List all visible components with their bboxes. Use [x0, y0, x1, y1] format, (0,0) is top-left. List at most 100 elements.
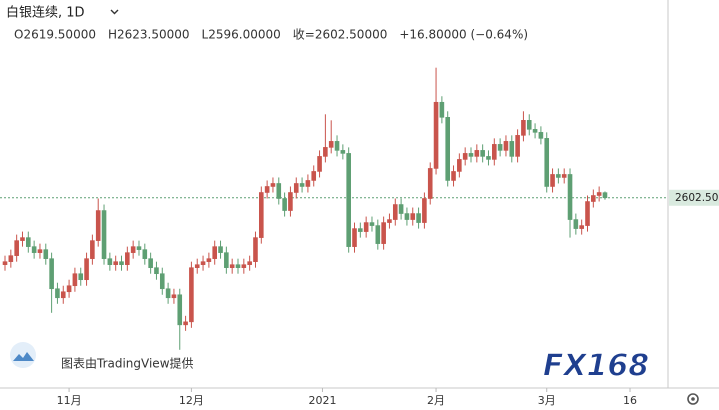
- candle-body: [410, 213, 416, 220]
- candle-body: [462, 153, 468, 160]
- candle-body: [509, 141, 515, 157]
- x-tick-label: 11月: [57, 394, 82, 407]
- legend-item: H2623.50000: [108, 28, 190, 42]
- legend-item: L2596.00000: [202, 28, 281, 42]
- candle-body: [433, 101, 439, 169]
- candle-body: [532, 129, 538, 133]
- candle-body: [2, 261, 8, 265]
- candle-body: [352, 228, 357, 247]
- last-price-box: [669, 189, 719, 206]
- candle-body: [567, 174, 573, 220]
- candle-body: [561, 174, 567, 178]
- candle-body: [445, 117, 451, 181]
- candle-body: [206, 258, 212, 262]
- candle-body: [229, 264, 235, 268]
- candle-body: [259, 192, 264, 238]
- candle-body: [602, 192, 608, 199]
- watermark: 图表由TradingView提供: [61, 356, 194, 371]
- candle-body: [451, 171, 456, 181]
- candle-body: [404, 213, 410, 220]
- candle-body: [107, 258, 113, 265]
- title-chevron[interactable]: [110, 9, 119, 15]
- candle-body: [253, 237, 258, 262]
- candle-body: [538, 132, 544, 139]
- candle-body: [200, 261, 206, 265]
- logo: FX168: [543, 349, 649, 384]
- badge-icon-bg: [10, 342, 36, 368]
- candle-body: [55, 288, 60, 299]
- candle-body: [544, 138, 550, 187]
- candle-body: [503, 141, 509, 151]
- chart-title: 白银连续, 1D: [6, 5, 85, 21]
- candle-body: [340, 150, 346, 154]
- plot-area: [0, 67, 668, 350]
- candle-body: [526, 120, 532, 130]
- candle-body: [550, 174, 555, 187]
- legend-item: O2619.50000: [14, 28, 96, 42]
- candle-body: [422, 198, 427, 223]
- candle-body: [49, 258, 54, 290]
- candle-body: [311, 171, 317, 181]
- candle-body: [416, 213, 421, 223]
- candle-body: [177, 294, 183, 326]
- candle-body: [497, 144, 503, 151]
- candle-body: [387, 219, 392, 223]
- candle-body: [427, 168, 433, 199]
- candle-body: [270, 183, 276, 187]
- candle-body: [142, 249, 148, 259]
- candle-body: [72, 273, 78, 287]
- last-price-label: 2602.50: [675, 192, 718, 204]
- candle-body: [159, 273, 165, 290]
- candle-body: [363, 222, 369, 232]
- candle-body: [375, 225, 381, 244]
- candle-body: [585, 201, 590, 226]
- candle-body: [521, 120, 526, 136]
- legend-item: 收=2602.50000: [293, 28, 388, 42]
- candle-body: [328, 141, 334, 148]
- candle-body: [60, 291, 66, 299]
- candle-body: [148, 258, 153, 268]
- x-tick-label: 3月: [538, 394, 556, 407]
- ohlc-legend: O2619.50000 H2623.50000 L2596.00000 收=2602.…: [14, 28, 528, 42]
- candle-body: [468, 153, 474, 157]
- x-tick-label: 12月: [179, 394, 204, 407]
- candle-body: [492, 144, 497, 160]
- candle-body: [37, 249, 43, 253]
- candle-body: [95, 210, 101, 241]
- gear-hub[interactable]: [691, 397, 695, 401]
- candle-body: [276, 183, 282, 199]
- candle-body: [194, 264, 200, 268]
- candle-body: [596, 192, 602, 196]
- legend-item: +16.80000 (−0.64%): [399, 28, 528, 42]
- candle-body: [474, 150, 480, 157]
- candle-body: [119, 261, 124, 265]
- settings-gear[interactable]: [687, 393, 699, 405]
- candle-body: [305, 180, 311, 187]
- candle-body: [31, 246, 37, 253]
- candle-body: [8, 255, 14, 262]
- candle-body: [381, 222, 386, 244]
- candle-body: [573, 219, 579, 229]
- candle-body: [78, 273, 84, 281]
- candle-body: [334, 141, 340, 151]
- candle-body: [282, 198, 287, 211]
- candle-body: [235, 264, 241, 268]
- candle-body: [20, 237, 25, 241]
- candle-body: [43, 249, 49, 259]
- candle-body: [480, 150, 485, 157]
- candle-body: [457, 159, 462, 172]
- x-tick-label: 2月: [427, 394, 445, 407]
- candle-body: [125, 252, 130, 265]
- candle-body: [26, 237, 31, 247]
- candle-body: [299, 183, 305, 187]
- candle-body: [293, 183, 299, 193]
- candle-body: [398, 204, 404, 214]
- candle-body: [369, 222, 375, 226]
- candle-body: [224, 252, 229, 268]
- candle-body: [486, 156, 491, 160]
- candle-body: [84, 258, 89, 281]
- gear-ring[interactable]: [687, 393, 699, 405]
